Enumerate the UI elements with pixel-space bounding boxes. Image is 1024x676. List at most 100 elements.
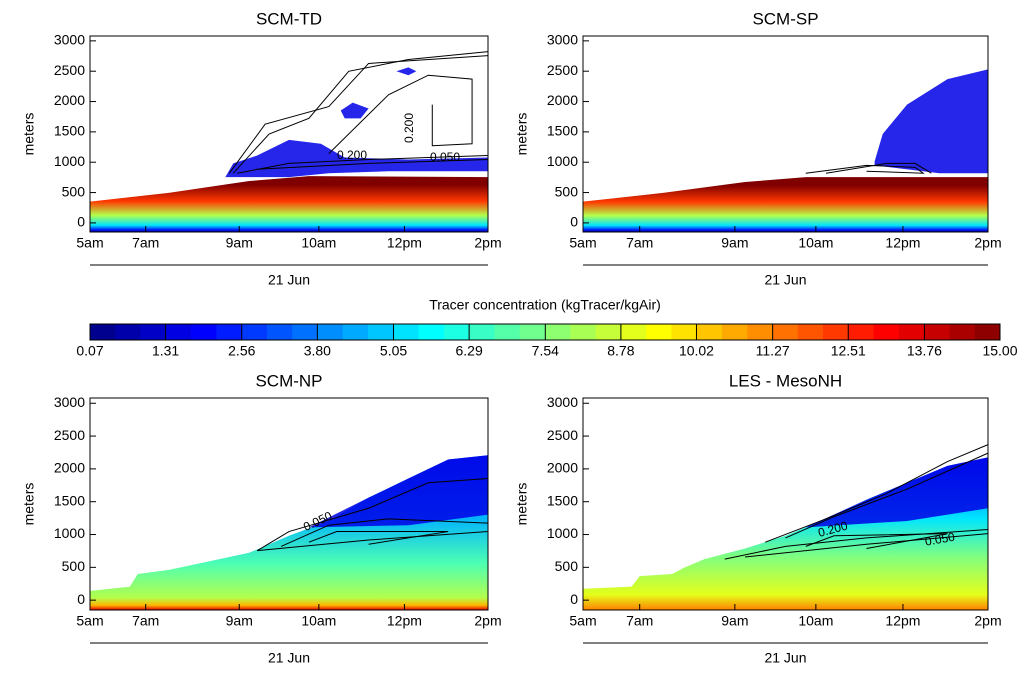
y-axis-label: meters: [514, 483, 530, 526]
contour-line: [825, 162, 932, 174]
y-tick-label: 0: [570, 214, 578, 230]
x-tick-label: 2pm: [974, 235, 1001, 251]
colorbar-tick-label: 1.31: [152, 343, 179, 359]
y-tick-label: 1500: [547, 492, 578, 508]
colorbar-swatch: [418, 324, 445, 340]
colorbar-swatch: [115, 324, 142, 340]
contour-line: [257, 158, 489, 170]
y-tick-label: 3000: [54, 394, 85, 410]
colorbar-tick-label: 12.51: [831, 343, 866, 359]
y-tick-label: 2500: [547, 427, 578, 443]
colorbar-swatch: [469, 324, 495, 340]
x-tick-label: 7am: [132, 613, 159, 629]
x-axis-label: 21 Jun: [764, 650, 806, 666]
y-tick-label: 500: [62, 558, 86, 574]
colorbar-swatch: [545, 324, 571, 340]
colorbar-swatch: [570, 324, 597, 340]
colorbar-swatch: [241, 324, 268, 340]
colorbar-swatch: [721, 324, 748, 340]
y-tick-label: 1500: [54, 123, 85, 139]
y-tick-label: 0: [570, 591, 578, 607]
contour-line: [805, 164, 925, 174]
x-tick-label: 10am: [798, 235, 833, 251]
y-tick-label: 2000: [547, 92, 578, 108]
field: [583, 177, 988, 232]
colorbar-swatch: [924, 324, 950, 340]
y-tick-label: 2500: [54, 427, 85, 443]
colorbar-swatch: [90, 324, 116, 340]
x-tick-label: 5am: [76, 613, 103, 629]
y-tick-label: 2000: [54, 92, 85, 108]
x-axis-label: 21 Jun: [764, 272, 806, 288]
colorbar-swatch: [292, 324, 318, 340]
field-blob: [340, 102, 369, 119]
x-axis-label: 21 Jun: [268, 272, 310, 288]
y-tick-label: 3000: [547, 394, 578, 410]
colorbar-tick-label: 11.27: [756, 343, 790, 359]
colorbar-swatch: [620, 324, 647, 340]
colorbar-swatch: [898, 324, 925, 340]
colorbar-swatch: [393, 324, 420, 340]
x-tick-label: 7am: [132, 235, 159, 251]
field-blob: [874, 69, 988, 174]
colorbar-tick-label: 3.80: [304, 343, 331, 359]
contour-label: 0.200: [337, 148, 367, 162]
x-tick-label: 9am: [226, 235, 253, 251]
y-tick-label: 3000: [547, 32, 578, 48]
plot-frame: [89, 35, 489, 233]
colorbar-swatch: [949, 324, 976, 340]
contour-label: 0.200: [402, 113, 416, 143]
field-blob: [308, 455, 488, 528]
y-tick-label: 1000: [547, 153, 578, 169]
panel-title: SCM-TD: [256, 9, 322, 28]
y-tick-label: 1000: [54, 525, 85, 541]
y-tick-label: 1000: [54, 153, 85, 169]
colorbar-swatch: [646, 324, 672, 340]
contour-line: [232, 51, 489, 174]
panel-title: SCM-NP: [255, 371, 322, 390]
colorbar-swatch: [974, 324, 1001, 340]
y-tick-label: 2500: [547, 62, 578, 78]
colorbar-swatch: [823, 324, 849, 340]
y-tick-label: 1500: [547, 123, 578, 139]
x-tick-label: 7am: [626, 613, 653, 629]
colorbar-tick-label: 0.07: [76, 343, 103, 359]
x-tick-label: 2pm: [474, 235, 501, 251]
colorbar-title: Tracer concentration (kgTracer/kgAir): [429, 297, 661, 313]
colorbar-swatch: [848, 324, 875, 340]
x-tick-label: 7am: [626, 235, 653, 251]
colorbar-swatch: [443, 324, 470, 340]
colorbar-swatch: [671, 324, 698, 340]
colorbar-swatch: [191, 324, 217, 340]
y-tick-label: 0: [77, 214, 85, 230]
x-tick-label: 5am: [569, 235, 596, 251]
x-axis-label: 21 Jun: [268, 650, 310, 666]
colorbar-swatch: [368, 324, 394, 340]
colorbar-swatch: [873, 324, 900, 340]
x-tick-label: 9am: [721, 613, 748, 629]
contour-line: [785, 452, 989, 539]
y-tick-label: 500: [62, 183, 86, 199]
x-tick-label: 9am: [721, 235, 748, 251]
y-tick-label: 1500: [54, 492, 85, 508]
panel-title: SCM-SP: [752, 9, 818, 28]
x-tick-label: 12pm: [885, 235, 920, 251]
contour-line: [765, 444, 989, 543]
colorbar-swatch: [140, 324, 167, 340]
contour-label: 0.050: [924, 530, 956, 549]
y-tick-label: 2000: [54, 460, 85, 476]
colorbar-tick-label: 5.05: [380, 343, 407, 359]
x-tick-label: 12pm: [387, 613, 422, 629]
plot-frame: [582, 397, 989, 611]
colorbar-swatch: [266, 324, 293, 340]
y-tick-label: 2500: [54, 62, 85, 78]
colorbar-swatch: [216, 324, 243, 340]
panel-title: LES - MesoNH: [729, 371, 842, 390]
colorbar-swatch: [595, 324, 622, 340]
colorbar-tick-label: 15.00: [982, 343, 1017, 359]
x-tick-label: 12pm: [387, 235, 422, 251]
contour-line: [280, 518, 489, 547]
contour-line: [228, 55, 489, 174]
y-axis-label: meters: [21, 483, 37, 526]
